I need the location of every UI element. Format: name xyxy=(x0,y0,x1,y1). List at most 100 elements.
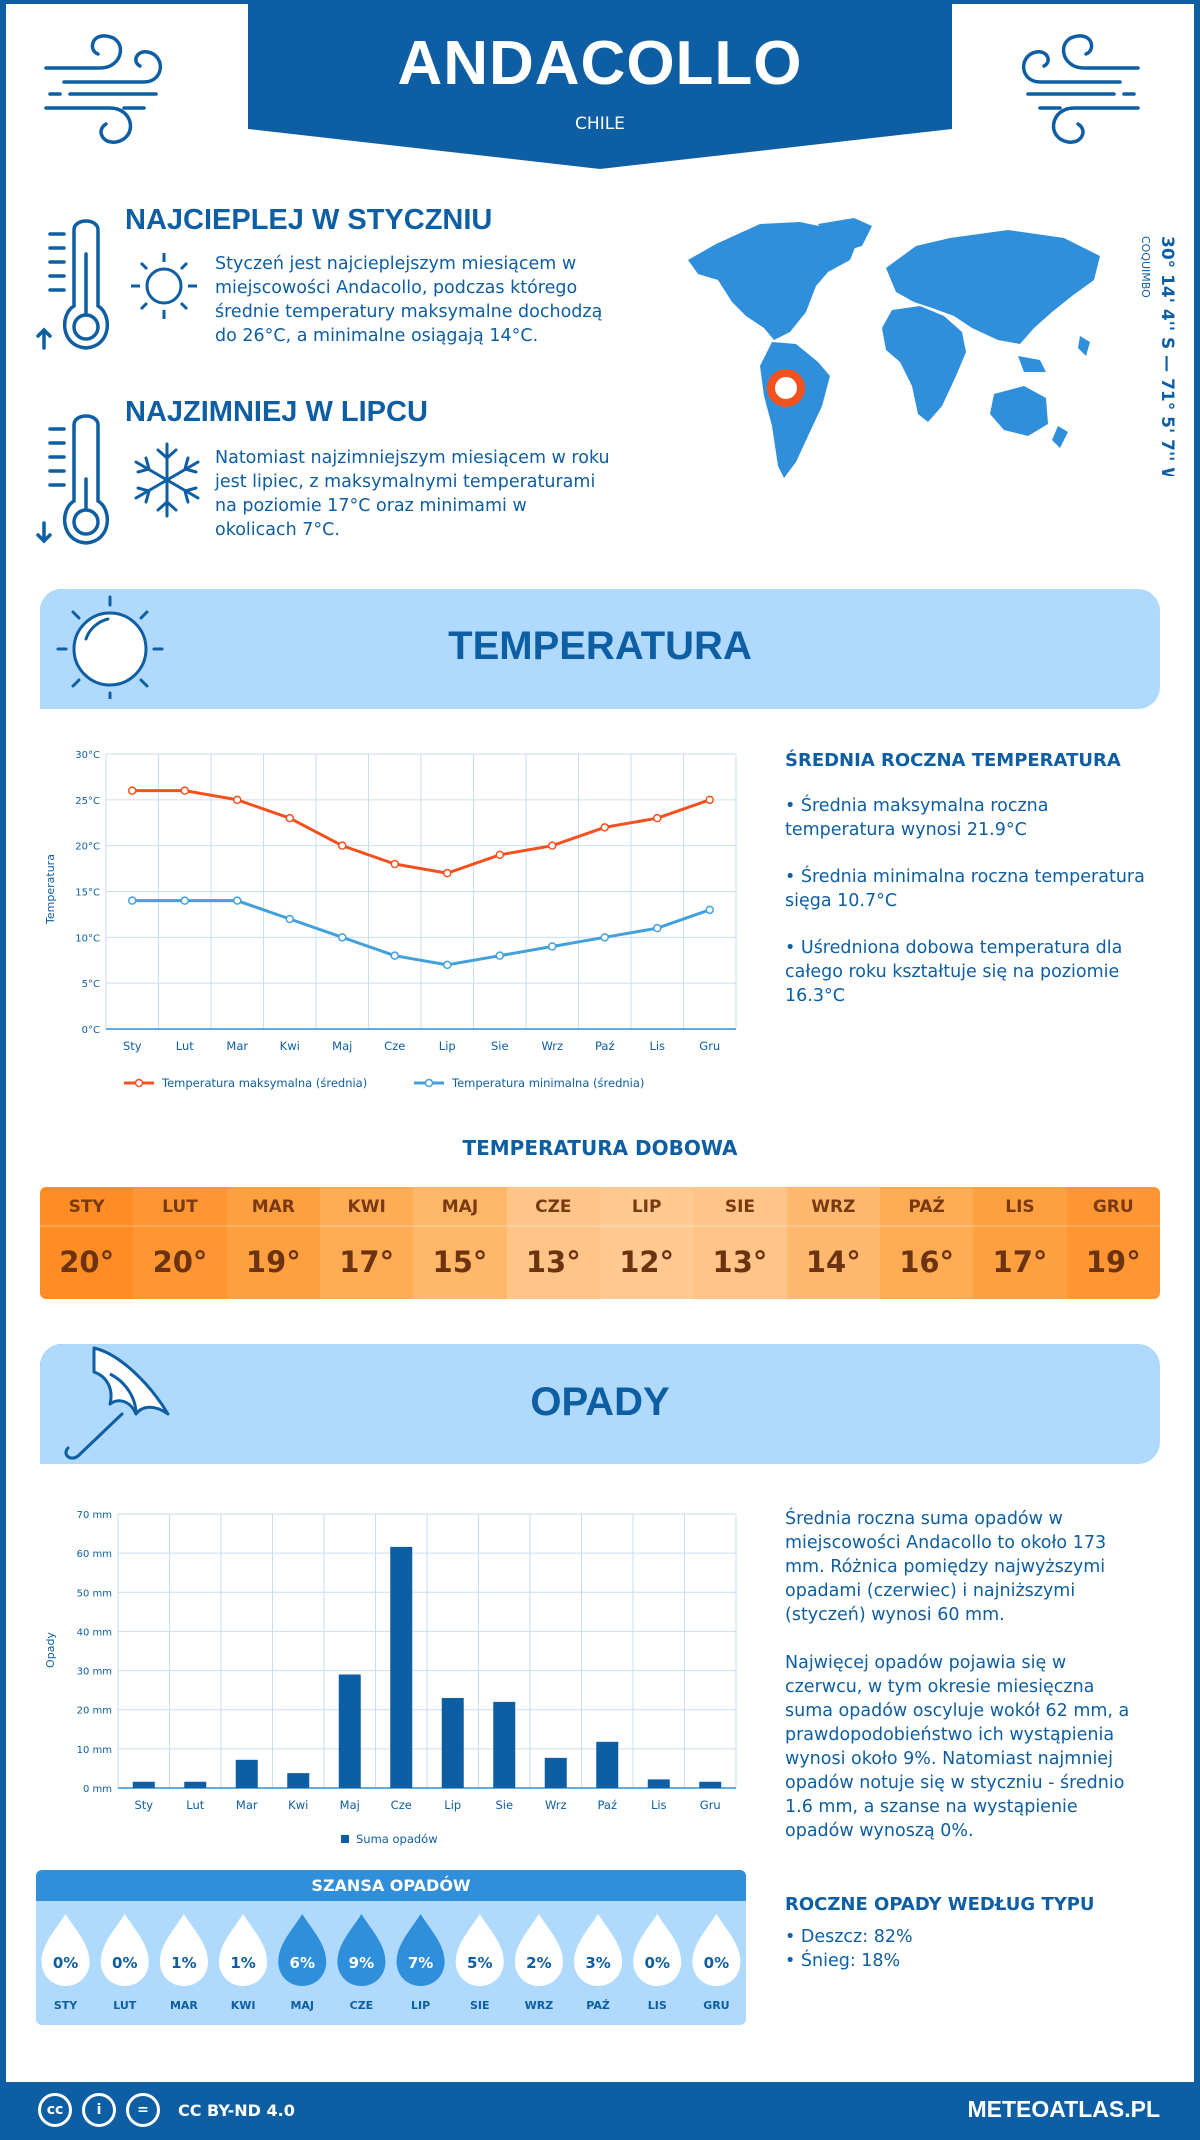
umbrella-icon xyxy=(64,1346,170,1460)
precip-types: • Deszcz: 82% • Śnieg: 18% xyxy=(785,1927,913,1971)
precip-info-2: Najwięcej opadów pojawia się w czerwcu, w… xyxy=(785,1653,1130,1841)
rain-drop: 5% SIE xyxy=(455,1914,504,2012)
daily-temp-value: 15° xyxy=(432,1245,488,1279)
rain-drop: 9% CZE xyxy=(337,1914,386,2012)
rain-drop: 1% MAR xyxy=(159,1914,208,2012)
x-tick-label: Sty xyxy=(123,1039,142,1053)
daily-temp-table: STY 20° LUT 20° MAR 19° KWI 17° MAJ 15° CZE 13° LIP 1… xyxy=(40,1187,1160,1299)
drop-shape xyxy=(574,1914,623,1986)
coordinates-text: 30° 14' 4'' S — 71° 5' 7'' W xyxy=(1157,236,1176,476)
y-tick-label: 40 mm xyxy=(77,1627,112,1638)
x-tick-label: Gru xyxy=(699,1039,720,1053)
drop-shape xyxy=(278,1914,327,1986)
drop-value: 5% xyxy=(467,1954,492,1972)
x-tick-label: Sie xyxy=(495,1798,513,1812)
drop-month: MAR xyxy=(170,1999,198,2012)
y-tick-label: 15°C xyxy=(75,888,100,899)
x-tick-label: Cze xyxy=(384,1039,405,1053)
y-tick-label: 25°C xyxy=(75,796,100,807)
x-tick-label: Sie xyxy=(491,1039,509,1053)
rain-drop: 0% LIS xyxy=(633,1914,682,2012)
daily-month-label: CZE xyxy=(506,1187,600,1227)
data-point xyxy=(705,795,714,805)
x-tick-label: Lip xyxy=(444,1798,461,1812)
rain-drop: 0% LUT xyxy=(100,1914,149,2012)
data-point xyxy=(390,859,399,869)
y-tick-label: 70 mm xyxy=(77,1510,112,1521)
rain-drop: 2% WRZ xyxy=(514,1914,563,2012)
y-tick-label: 30°C xyxy=(75,750,100,761)
daily-temp-title: TEMPERATURA DOBOWA xyxy=(462,1136,738,1160)
daily-temp-value: 20° xyxy=(152,1245,208,1279)
y-tick-label: 30 mm xyxy=(77,1667,112,1678)
daily-temp-value: 19° xyxy=(1085,1245,1141,1279)
drop-value: 1% xyxy=(171,1954,196,1972)
y-axis-label: Opady xyxy=(44,1632,57,1668)
rain-drop: 0% GRU xyxy=(692,1914,741,2012)
license-text[interactable]: CC BY-ND 4.0 xyxy=(178,2100,295,2120)
annual-temp-title: ŚREDNIA ROCZNA TEMPERATURA xyxy=(785,750,1121,771)
x-tick-label: Lut xyxy=(176,1039,194,1053)
drop-value: 6% xyxy=(290,1954,315,1972)
x-tick-label: Lut xyxy=(186,1798,204,1812)
data-point xyxy=(443,868,452,878)
drop-value: 3% xyxy=(585,1954,610,1972)
data-point xyxy=(285,914,294,924)
region-text: COQUIMBO xyxy=(1139,236,1152,298)
drop-shape xyxy=(633,1914,682,1986)
daily-temp-column: LIS 17° xyxy=(973,1187,1067,1299)
daily-temp-column: LIP 12° xyxy=(599,1187,694,1299)
y-tick-label: 0 mm xyxy=(83,1784,112,1795)
daily-month-label: MAR xyxy=(226,1187,320,1227)
daily-temp-column: GRU 19° xyxy=(1066,1187,1160,1299)
precip-bar xyxy=(493,1701,516,1788)
daily-temp-value: 13° xyxy=(712,1245,768,1279)
drop-month: SIE xyxy=(470,1999,490,2012)
precip-info-1: Średnia roczna suma opadów w miejscowości… xyxy=(785,1509,1107,1625)
daily-temp-value: 17° xyxy=(339,1245,395,1279)
daily-temp-value: 17° xyxy=(992,1245,1048,1279)
content-area: ANDACOLLO CHILE xyxy=(6,4,1194,2082)
daily-temp-value: 12° xyxy=(619,1245,675,1279)
x-tick-label: Paź xyxy=(597,1798,617,1812)
daily-temp-column: STY 20° xyxy=(40,1187,134,1299)
daily-temp-column: WRZ 14° xyxy=(786,1187,880,1299)
warmest-title: NAJCIEPLEJ W STYCZNIU xyxy=(125,204,493,236)
x-tick-label: Cze xyxy=(391,1798,412,1812)
country-name: CHILE xyxy=(575,114,625,134)
data-point xyxy=(600,933,609,942)
coordinates-label: 30° 14' 4'' S — 71° 5' 7'' W COQUIMBO xyxy=(1139,236,1176,476)
drop-value: 7% xyxy=(408,1954,433,1972)
precip-bar xyxy=(390,1546,413,1788)
daily-temp-column: KWI 17° xyxy=(319,1187,414,1299)
drop-month: LUT xyxy=(113,1999,137,2012)
data-point xyxy=(653,813,662,823)
drop-shape xyxy=(41,1914,90,1986)
precip-header xyxy=(40,1344,1160,1464)
precip-bar xyxy=(132,1781,155,1788)
y-tick-label: 60 mm xyxy=(77,1549,112,1560)
drop-shape xyxy=(396,1914,445,1986)
precip-bar xyxy=(596,1741,619,1788)
data-point xyxy=(233,896,242,905)
drop-value: 0% xyxy=(53,1954,78,1972)
daily-month-label: LIP xyxy=(599,1187,694,1227)
cc-icon: cc xyxy=(38,2093,72,2127)
x-tick-label: Maj xyxy=(332,1039,352,1053)
precip-title: OPADY xyxy=(530,1380,670,1424)
precip-bar xyxy=(699,1781,722,1788)
site-link[interactable]: METEOATLAS.PL xyxy=(967,2096,1160,2122)
daily-temp-value: 14° xyxy=(805,1245,861,1279)
annual-temp-min: • Średnia minimalna roczna temperatura si… xyxy=(785,867,1145,911)
location-marker xyxy=(767,369,805,407)
y-tick-label: 5°C xyxy=(82,979,100,990)
drop-shape xyxy=(219,1914,268,1986)
x-tick-label: Kwi xyxy=(280,1039,300,1053)
daily-temp-column: CZE 13° xyxy=(506,1187,600,1299)
daily-temp-value: 13° xyxy=(525,1245,581,1279)
precip-bar xyxy=(184,1781,207,1788)
daily-temp-column: PAŹ 16° xyxy=(879,1187,974,1299)
rain-drop: 0% STY xyxy=(41,1914,90,2012)
